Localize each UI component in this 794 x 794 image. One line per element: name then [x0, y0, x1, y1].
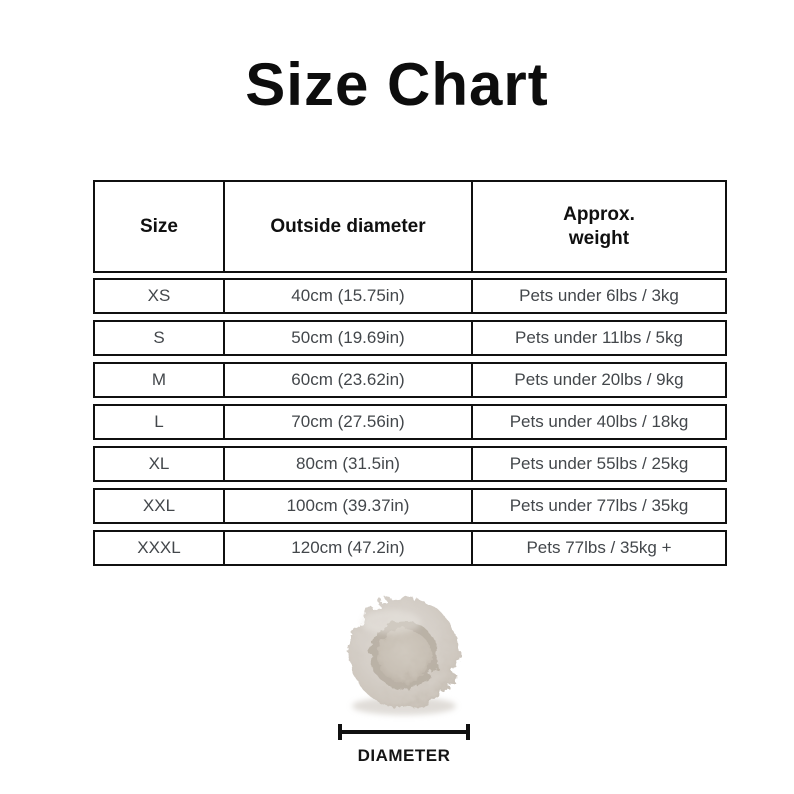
cell-size: M [151, 370, 167, 390]
table-row: L 70cm (27.56in) Pets under 40lbs / 18kg [93, 404, 727, 440]
diameter-measure-line [338, 724, 470, 740]
size-chart-table: Size Outside diameter Approx. weight XS … [93, 180, 727, 566]
header-approx-weight-line1: Approx. [563, 203, 635, 225]
cell-weight: Pets 77lbs / 35kg + [471, 532, 725, 564]
cell-size: S [153, 328, 165, 348]
cell-diameter: 70cm (27.56in) [223, 406, 471, 438]
header-approx-weight: Approx. weight [471, 182, 725, 271]
table-row: XXL 100cm (39.37in) Pets under 77lbs / 3… [93, 488, 727, 524]
cell-weight: Pets under 6lbs / 3kg [471, 280, 725, 312]
pet-bed-image [349, 598, 459, 715]
measure-left-cap [338, 724, 342, 740]
cell-diameter: 40cm (15.75in) [223, 280, 471, 312]
cell-size: XXL [142, 496, 176, 516]
cell-size: XS [147, 286, 171, 306]
cell-weight: Pets under 77lbs / 35kg [471, 490, 725, 522]
header-approx-weight-line2: weight [568, 227, 630, 249]
cell-diameter: 50cm (19.69in) [223, 322, 471, 354]
cell-diameter: 60cm (23.62in) [223, 364, 471, 396]
measure-bar [342, 730, 466, 734]
cell-diameter: 120cm (47.2in) [223, 532, 471, 564]
table-row: M 60cm (23.62in) Pets under 20lbs / 9kg [93, 362, 727, 398]
cell-weight: Pets under 40lbs / 18kg [471, 406, 725, 438]
cell-weight: Pets under 55lbs / 25kg [471, 448, 725, 480]
table-row: XL 80cm (31.5in) Pets under 55lbs / 25kg [93, 446, 727, 482]
cell-size: XL [148, 454, 170, 474]
table-header-row: Size Outside diameter Approx. weight [93, 180, 727, 273]
cell-diameter: 80cm (31.5in) [223, 448, 471, 480]
cell-weight: Pets under 20lbs / 9kg [471, 364, 725, 396]
measure-right-cap [466, 724, 470, 740]
table-row: XS 40cm (15.75in) Pets under 6lbs / 3kg [93, 278, 727, 314]
cell-size: XXXL [137, 538, 181, 558]
cell-diameter: 100cm (39.37in) [223, 490, 471, 522]
page-title: Size Chart [245, 51, 549, 118]
header-outside-diameter: Outside diameter [223, 182, 471, 271]
diameter-label: DIAMETER [357, 746, 451, 765]
table-row: S 50cm (19.69in) Pets under 11lbs / 5kg [93, 320, 727, 356]
cell-weight: Pets under 11lbs / 5kg [471, 322, 725, 354]
table-row: XXXL 120cm (47.2in) Pets 77lbs / 35kg + [93, 530, 727, 566]
cell-size: L [154, 412, 164, 432]
header-size: Size [139, 215, 179, 237]
diameter-figure: DIAMETER [319, 592, 489, 766]
